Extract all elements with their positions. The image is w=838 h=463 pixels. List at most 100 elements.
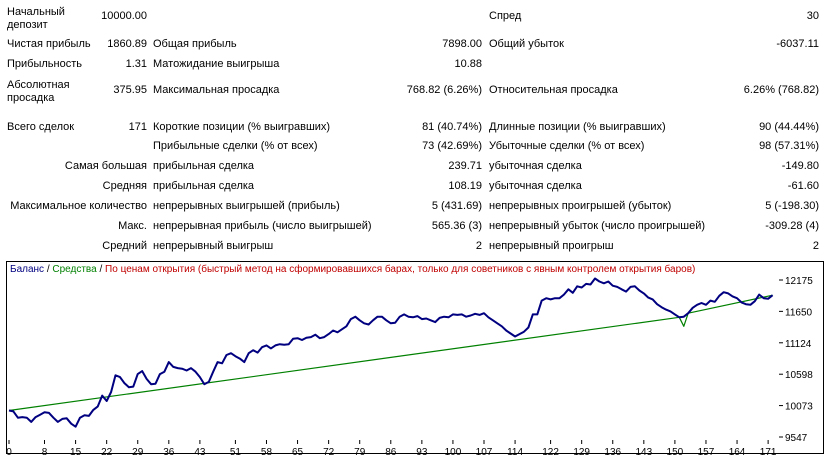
spread-label: Спред [489, 10, 522, 22]
short-positions-value: 81 (40.74%) [422, 121, 482, 133]
rel-drawdown-value: 6.26% (768.82) [743, 84, 819, 96]
average-profit-label: прибыльная сделка [153, 180, 255, 192]
x-tick-label: 51 [230, 447, 242, 458]
y-tick-label: 10598 [785, 370, 813, 381]
largest-profit-label: прибыльная сделка [153, 160, 255, 172]
expected-payoff-label: Матожидание выигрыша [153, 58, 280, 70]
report-stats: Начальный депозит 10000.00 Спред 30 Чиста… [7, 6, 819, 252]
x-tick-label: 164 [729, 447, 746, 458]
profit-trades-label: Прибыльные сделки (% от всех) [153, 140, 318, 152]
y-tick-label: 9547 [785, 433, 808, 444]
x-tick-label: 122 [542, 447, 559, 458]
legend-test-method: По ценам открытия (быстрый метод на сфор… [105, 264, 696, 275]
total-trades-value: 171 [128, 121, 147, 133]
avg-consec-wins-value: 2 [475, 240, 482, 252]
y-axis: 12175 11650 11124 10598 10073 9547 [779, 276, 813, 444]
x-tick-label: 15 [70, 447, 82, 458]
max-label: Макс. [118, 220, 147, 232]
average-label: Средняя [102, 180, 147, 192]
x-tick-label: 22 [101, 447, 113, 458]
x-tick-label: 150 [667, 447, 684, 458]
x-tick-label: 65 [292, 447, 304, 458]
average-loss-value: -61.60 [787, 180, 819, 192]
net-profit-value: 1860.89 [107, 38, 147, 50]
expected-payoff-value: 10.88 [454, 58, 482, 70]
gross-profit-label: Общая прибыль [153, 38, 237, 50]
y-tick-label: 10073 [785, 402, 813, 413]
long-positions-label: Длинные позиции (% выигравших) [489, 121, 666, 133]
x-tick-label: 86 [385, 447, 397, 458]
x-tick-label: 8 [42, 447, 48, 458]
average-loss-label: убыточная сделка [489, 180, 582, 192]
max-consec-losses-value: 5 (-198.30) [765, 200, 819, 212]
gross-loss-value: -6037.11 [776, 38, 819, 50]
equity-line [8, 294, 773, 412]
short-positions-label: Короткие позиции (% выигравших) [153, 121, 331, 133]
max-count-label: Максимальное количество [10, 200, 147, 212]
chart-legend: Баланс / Средства / По ценам открытия (б… [10, 264, 695, 275]
largest-profit-value: 239.71 [448, 160, 482, 172]
avg-consec-losses-value: 2 [812, 240, 819, 252]
legend-separator: / [99, 264, 103, 275]
legend-equity: Средства [52, 264, 97, 275]
spread-value: 30 [806, 10, 819, 22]
initial-deposit-value: 10000.00 [101, 10, 147, 22]
max-consec-loss-value: -309.28 (4) [765, 220, 819, 232]
abs-drawdown-value: 375.95 [113, 84, 147, 96]
initial-deposit-label: Начальный депозит [7, 6, 65, 31]
loss-trades-label: Убыточные сделки (% от всех) [489, 140, 645, 152]
x-tick-label: 72 [323, 447, 335, 458]
x-tick-label: 93 [416, 447, 428, 458]
max-drawdown-label: Максимальная просадка [153, 84, 280, 96]
x-tick-label: 0 [6, 447, 12, 458]
max-drawdown-value: 768.82 (6.26%) [406, 84, 482, 96]
x-tick-label: 36 [163, 447, 175, 458]
x-tick-label: 100 [445, 447, 462, 458]
avg-consec-wins-label: непрерывный выигрыш [153, 240, 274, 252]
rel-drawdown-label: Относительная просадка [489, 84, 618, 96]
largest-loss-value: -149.80 [781, 160, 819, 172]
max-consec-wins-value: 5 (431.69) [431, 200, 482, 212]
average-profit-value: 108.19 [448, 180, 482, 192]
balance-chart-frame [6, 261, 824, 454]
x-tick-label: 136 [604, 447, 621, 458]
x-tick-label: 157 [698, 447, 715, 458]
avg-label: Средний [102, 240, 147, 252]
legend-separator: / [46, 264, 50, 275]
y-tick-label: 11650 [785, 307, 813, 318]
gross-loss-label: Общий убыток [489, 38, 564, 50]
x-tick-label: 114 [507, 447, 523, 458]
chart-series [8, 277, 774, 428]
max-consec-loss-label: непрерывный убыток (число проигрышей) [489, 220, 706, 232]
x-tick-label: 29 [132, 447, 144, 458]
max-consec-profit-label: непрерывная прибыль (число выигрышей) [153, 220, 372, 232]
x-tick-label: 58 [261, 447, 273, 458]
y-tick-label: 11124 [785, 339, 812, 350]
long-positions-value: 90 (44.44%) [759, 121, 819, 133]
y-tick-label: 12175 [785, 276, 813, 287]
profit-factor-value: 1.31 [125, 58, 147, 70]
x-tick-label: 129 [573, 447, 590, 458]
largest-loss-label: убыточная сделка [489, 160, 582, 172]
x-tick-label: 43 [194, 447, 206, 458]
x-tick-label: 107 [476, 447, 493, 458]
profit-factor-label: Прибыльность [7, 58, 82, 70]
legend-balance: Баланс [10, 264, 45, 275]
abs-drawdown-label: Абсолютная просадка [7, 79, 70, 104]
largest-label: Самая большая [64, 160, 147, 172]
x-axis: 0 8 15 22 29 36 43 51 58 65 72 79 86 93 100 107 114 122 12… [6, 440, 777, 458]
profit-trades-value: 73 (42.69%) [422, 140, 482, 152]
x-tick-label: 79 [354, 447, 366, 458]
max-consec-losses-label: непрерывных проигрышей (убыток) [489, 200, 672, 212]
max-consec-wins-label: непрерывных выигрышей (прибыль) [153, 200, 340, 212]
x-tick-label: 143 [635, 447, 652, 458]
balance-line [8, 277, 774, 428]
loss-trades-value: 98 (57.31%) [759, 140, 819, 152]
gross-profit-value: 7898.00 [442, 38, 482, 50]
total-trades-label: Всего сделок [7, 121, 75, 133]
avg-consec-losses-label: непрерывный проигрыш [489, 240, 614, 252]
net-profit-label: Чистая прибыль [7, 38, 91, 50]
x-tick-label: 171 [760, 447, 777, 458]
max-consec-profit-value: 565.36 (3) [431, 220, 482, 232]
